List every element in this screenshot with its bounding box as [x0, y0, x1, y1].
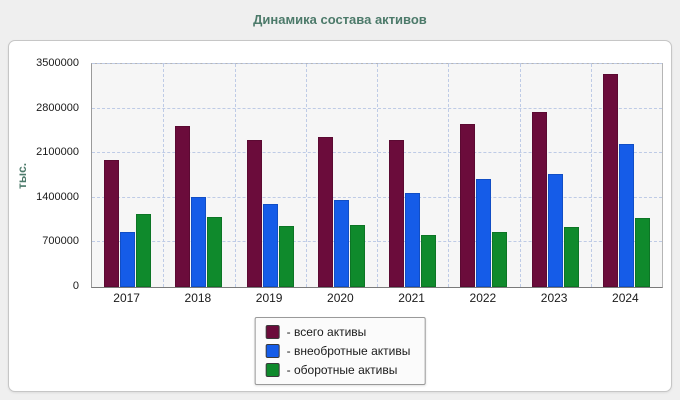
bar — [405, 192, 421, 287]
bar-group — [520, 64, 591, 287]
x-tick-label: 2018 — [184, 291, 212, 305]
h-gridline — [92, 63, 662, 64]
v-gridline — [234, 64, 236, 287]
bar — [120, 232, 136, 287]
y-tick-label: 0 — [72, 280, 79, 292]
chart-title: Динамика состава активов — [253, 12, 427, 27]
x-axis-labels: 2017 2018 2019 2020 2021 2022 2023 2024 — [91, 291, 661, 305]
bar-group — [163, 64, 234, 287]
x-tick-label: 2022 — [469, 291, 497, 305]
bar — [246, 140, 262, 287]
y-tick-label: 1400000 — [36, 190, 79, 203]
legend: - всего активы - внеобротные активы - обор… — [254, 317, 426, 385]
legend-label: - оборотные активы — [286, 363, 398, 377]
legend-entry: - оборотные активы — [265, 363, 411, 377]
bar-group — [306, 64, 377, 287]
bar — [563, 227, 579, 287]
legend-swatch — [265, 325, 280, 339]
y-tick-label: 700000 — [42, 235, 79, 248]
bar — [389, 139, 405, 287]
legend-label: - внеобротные активы — [286, 344, 411, 358]
bar-group — [377, 64, 448, 287]
bar-group — [591, 64, 662, 287]
bar — [191, 197, 207, 287]
x-tick-label: 2019 — [255, 291, 283, 305]
bar — [531, 112, 547, 287]
v-gridline — [305, 64, 307, 287]
bar — [547, 173, 563, 287]
bar — [317, 137, 333, 287]
bar — [602, 73, 618, 287]
legend-entry: - внеобротные активы — [265, 344, 411, 358]
legend-swatch — [265, 363, 280, 377]
v-gridline — [163, 64, 165, 287]
x-tick-label: 2024 — [612, 291, 639, 305]
legend-entry: - всего активы — [265, 325, 411, 339]
bar — [492, 231, 508, 287]
bar-group — [448, 64, 519, 287]
y-tick-label: 2100000 — [36, 146, 79, 159]
x-tick-label: 2023 — [540, 291, 568, 305]
y-axis-labels: 0 700000 1400000 2100000 2800000 3500000 — [9, 57, 85, 292]
x-tick-label: 2020 — [327, 291, 354, 305]
v-gridline — [377, 64, 378, 287]
bar — [349, 225, 365, 287]
bar-groups — [92, 64, 662, 287]
bar — [278, 225, 294, 287]
y-tick-label: 3500000 — [36, 57, 79, 69]
legend-label: - всего активы — [286, 325, 367, 339]
bar — [618, 143, 634, 287]
bar — [175, 126, 191, 287]
bar — [476, 178, 492, 287]
v-gridline — [448, 64, 450, 287]
bar — [136, 213, 152, 287]
bar — [634, 218, 650, 287]
y-tick-label: 2800000 — [36, 101, 79, 114]
bar-group — [235, 64, 306, 287]
chart-panel: тыс. 0 700000 1400000 2100000 2800000 3500000… — [8, 40, 672, 392]
plot-area — [91, 63, 663, 288]
bar-group — [92, 64, 163, 287]
bar — [104, 159, 120, 287]
x-tick-label: 2017 — [113, 291, 140, 305]
x-tick-label: 2021 — [398, 291, 425, 305]
v-gridline — [590, 64, 592, 287]
bar — [333, 199, 349, 287]
legend-swatch — [265, 344, 280, 358]
v-gridline — [519, 64, 521, 287]
bar — [421, 234, 437, 287]
bar — [207, 216, 223, 287]
bar — [262, 203, 278, 287]
bar — [460, 123, 476, 287]
